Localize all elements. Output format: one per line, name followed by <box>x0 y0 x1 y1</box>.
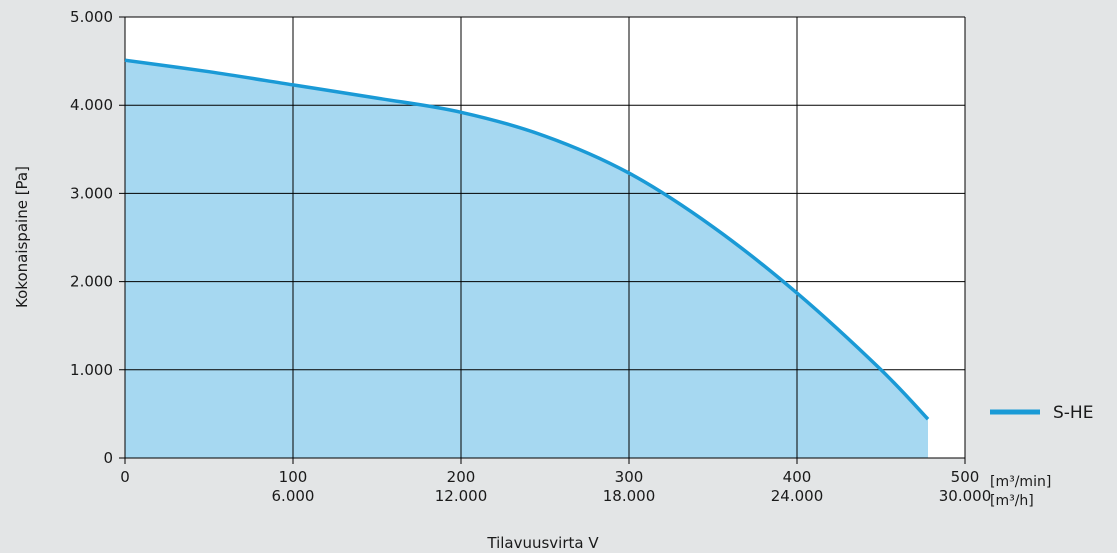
legend-label-s-he: S-HE <box>1053 403 1093 423</box>
x-tick-secondary-label-4: 24.000 <box>771 487 824 505</box>
x-tick-label-2: 200 <box>447 468 476 486</box>
x-tick-label-1: 100 <box>279 468 308 486</box>
area-layer <box>125 17 965 458</box>
x-tick-secondary-label-1: 6.000 <box>272 487 315 505</box>
x-axis-title: Tilavuusvirta V <box>486 534 599 552</box>
y-tick-label-2: 2.000 <box>70 273 113 291</box>
x-tick-label-4: 400 <box>783 468 812 486</box>
y-tick-label-0: 0 <box>103 449 113 467</box>
y-tick-label-3: 3.000 <box>70 184 113 202</box>
x-unit-secondary: [m³/h] <box>990 493 1034 509</box>
y-tick-label-1: 1.000 <box>70 361 113 379</box>
x-unit-primary: [m³/min] <box>990 474 1051 490</box>
x-tick-label-0: 0 <box>120 468 130 486</box>
x-tick-label-5: 500 <box>951 468 980 486</box>
y-tick-label-4: 4.000 <box>70 96 113 114</box>
y-tick-label-5: 5.000 <box>70 8 113 26</box>
x-tick-secondary-label-5: 30.000 <box>939 487 992 505</box>
y-tick-labels: 0 1.000 2.000 3.000 4.000 5.000 <box>70 8 113 467</box>
y-axis-title: Kokonaispaine [Pa] <box>13 166 31 308</box>
x-tick-secondary-label-2: 12.000 <box>435 487 488 505</box>
x-tick-secondary-label-3: 18.000 <box>603 487 656 505</box>
legend: S-HE <box>990 403 1093 423</box>
x-tick-label-3: 300 <box>615 468 644 486</box>
